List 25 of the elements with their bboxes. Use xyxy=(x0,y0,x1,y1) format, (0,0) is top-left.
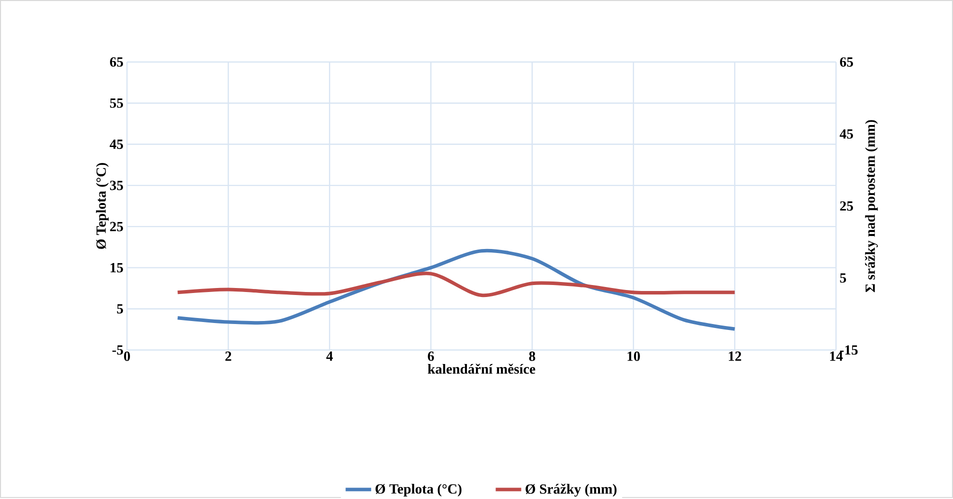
x-tick-label: 10 xyxy=(628,351,640,361)
y2-axis-title: Σ srážky nad porostem (mm) xyxy=(864,120,878,292)
line-series xyxy=(176,272,736,297)
y-tick-label: 55 xyxy=(110,98,123,108)
y-tick-label: 5 xyxy=(117,304,123,314)
y2-tick-label: 65 xyxy=(840,57,853,67)
y2-tick-label: 45 xyxy=(840,129,853,139)
x-tick-label: 0 xyxy=(124,351,130,361)
y-tick-label: -5 xyxy=(112,345,123,355)
x-tick-label: 8 xyxy=(529,351,536,361)
y-tick-label: 65 xyxy=(110,57,123,67)
y-tick-label: 25 xyxy=(110,222,123,232)
y-tick-label: 35 xyxy=(110,180,123,190)
x-tick-label: 2 xyxy=(225,351,232,361)
y-tick-label: 45 xyxy=(110,140,123,149)
x-tick-label: 4 xyxy=(326,351,333,361)
x-tick-label: 12 xyxy=(728,351,742,361)
y-tick-label: 15 xyxy=(110,262,123,272)
x-axis-title: kalendářní měsíce xyxy=(428,364,536,374)
y2-tick-label: 5 xyxy=(840,273,846,283)
y-axis-title: Ø Teplota (°C) xyxy=(96,162,109,249)
x-tick-label: 6 xyxy=(428,351,434,361)
y2-tick-label: 25 xyxy=(840,201,853,211)
legend-label: Ø Srážky (mm) xyxy=(526,484,617,497)
legend-label: Ø Teplota (°C) xyxy=(376,484,462,496)
